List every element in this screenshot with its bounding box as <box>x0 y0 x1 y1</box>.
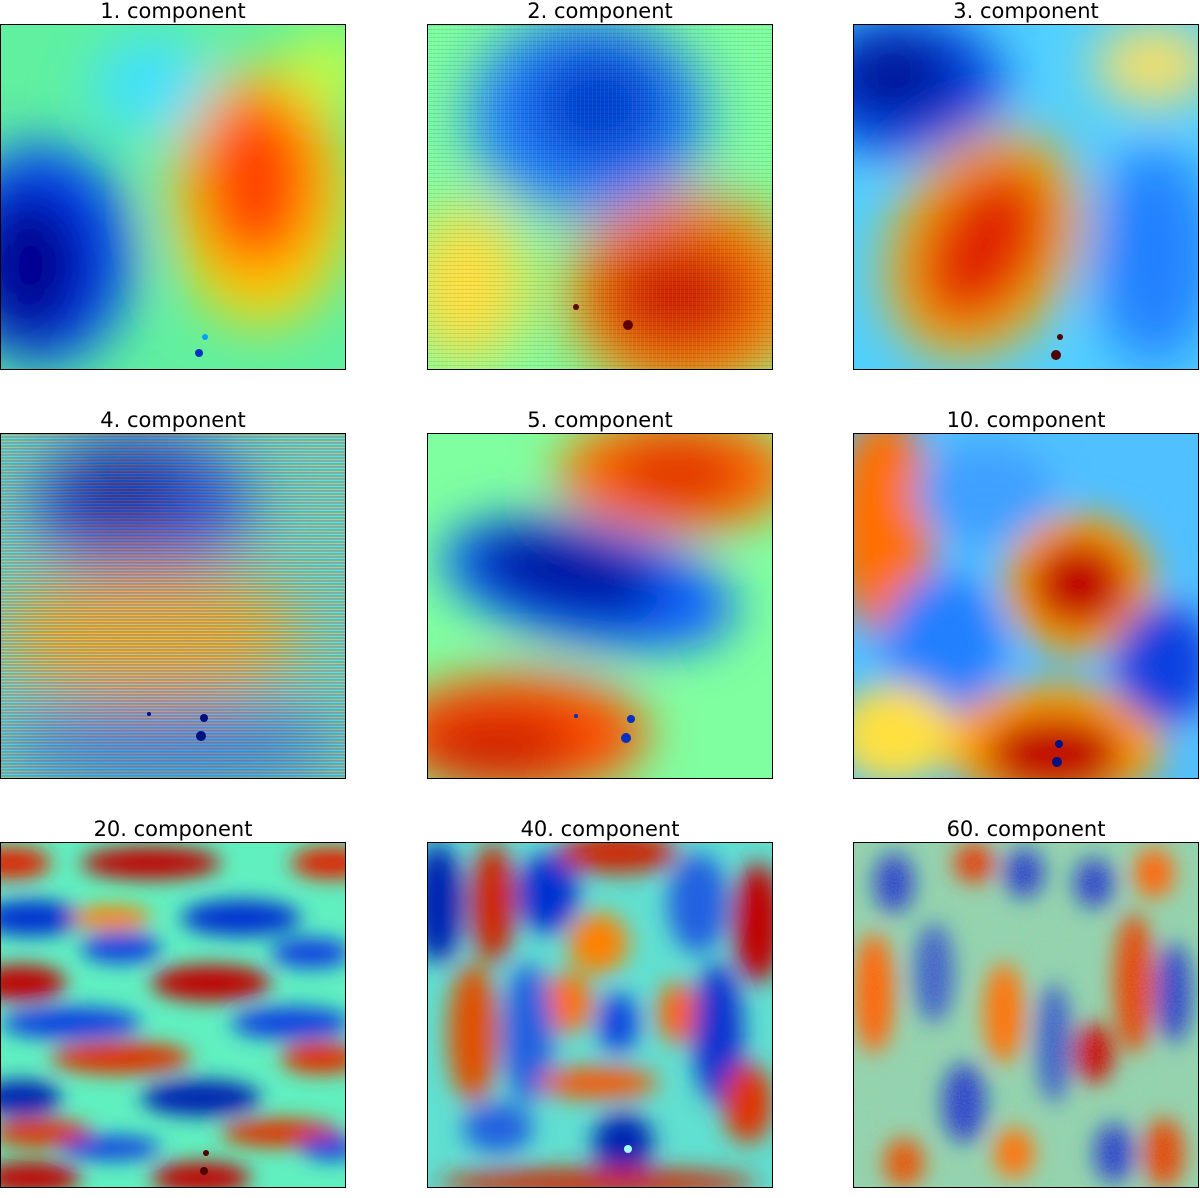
panel-title: 60. component <box>946 817 1106 841</box>
component-image <box>0 842 346 1188</box>
component-image <box>0 24 346 370</box>
component-image <box>427 24 773 370</box>
panel-component-40: 40. component <box>427 818 773 1198</box>
panel-component-5: 5. component <box>427 409 773 789</box>
component-10-map <box>854 434 1198 778</box>
component-image <box>427 433 773 779</box>
panel-title: 20. component <box>93 817 253 841</box>
component-3-map <box>854 25 1198 369</box>
panel-component-10: 10. component <box>853 409 1199 789</box>
component-image <box>853 842 1199 1188</box>
panel-title: 5. component <box>527 408 673 432</box>
component-1-map <box>1 25 345 369</box>
panel-title: 1. component <box>100 0 246 23</box>
panel-title: 10. component <box>946 408 1106 432</box>
panel-title: 4. component <box>100 408 246 432</box>
panel-component-60: 60. component <box>853 818 1199 1198</box>
panel-title: 2. component <box>527 0 673 23</box>
panel-component-20: 20. component <box>0 818 346 1198</box>
panel-title: 40. component <box>520 817 680 841</box>
component-60-map <box>854 843 1198 1187</box>
component-image <box>853 433 1199 779</box>
panel-component-3: 3. component <box>853 0 1199 380</box>
component-image <box>853 24 1199 370</box>
component-20-map <box>1 843 345 1187</box>
component-image <box>427 842 773 1188</box>
component-image <box>0 433 346 779</box>
panel-title: 3. component <box>953 0 1099 23</box>
panel-component-1: 1. component <box>0 0 346 380</box>
component-4-map <box>1 434 345 778</box>
component-40-map <box>428 843 772 1187</box>
panel-component-4: 4. component <box>0 409 346 789</box>
component-2-map <box>428 25 772 369</box>
component-5-map <box>428 434 772 778</box>
panel-component-2: 2. component <box>427 0 773 380</box>
